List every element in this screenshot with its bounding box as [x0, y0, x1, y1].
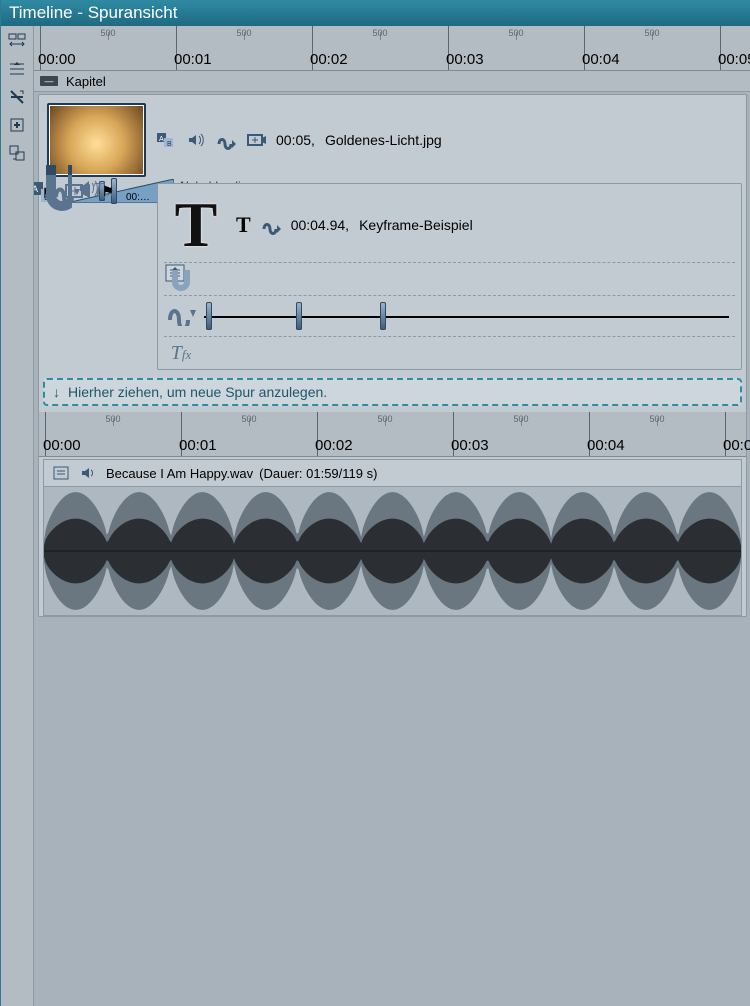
- text-fx-icon: Tfx: [164, 339, 198, 367]
- transition-icon[interactable]: AB: [156, 130, 176, 150]
- ruler-major-label: 00:03: [451, 437, 489, 454]
- dropzone-label: Hierher ziehen, um neue Spur anzulegen.: [68, 384, 327, 400]
- toggle-tracks-icon[interactable]: [6, 30, 28, 52]
- audio-filename: Because I Am Happy.wav: [106, 466, 253, 481]
- sidebar: [1, 26, 34, 1006]
- clip-filename: Goldenes-Licht.jpg: [325, 132, 442, 148]
- ruler-major-label: 00:00: [43, 437, 81, 454]
- keyframe-marker[interactable]: [380, 302, 386, 330]
- ruler-major-label: 00:01: [174, 51, 212, 68]
- keyframe-marker[interactable]: [206, 302, 212, 330]
- collapse-all-icon[interactable]: [6, 58, 28, 80]
- time-ruler-bottom[interactable]: 00:0050000:0150000:0250000:0350000:04500…: [39, 412, 746, 457]
- ruler-major-label: 00:00: [38, 51, 76, 68]
- chapter-collapse-icon[interactable]: —: [40, 76, 58, 86]
- track-image[interactable]: AB 00:05, Goldenes-Licht.jpg AB: [38, 94, 747, 617]
- chapter-bar[interactable]: — Kapitel: [34, 71, 750, 92]
- window-title: Timeline - Spuransicht: [1, 0, 750, 26]
- ruler-major-label: 00:02: [310, 51, 348, 68]
- alpha-duration: 00:…: [126, 192, 150, 203]
- group-tracks-icon[interactable]: [6, 142, 28, 164]
- clip-duration: 00:05,: [276, 132, 315, 148]
- ruler-major-label: 00:05: [723, 437, 750, 454]
- pin-icon[interactable]: ⚑: [101, 183, 114, 200]
- audio-collapse-icon[interactable]: [50, 462, 72, 484]
- down-arrow-icon: ↓: [53, 384, 60, 400]
- audio-duration: (Dauer: 01:59/119 s): [259, 466, 377, 481]
- camera-icon[interactable]: [246, 130, 266, 150]
- ruler-major-label: 00:05: [718, 51, 750, 68]
- motion-icon[interactable]: [261, 215, 281, 235]
- text-type-icon: T: [236, 212, 251, 238]
- lane-motionpath[interactable]: [164, 295, 735, 336]
- text-clip-thumbnail[interactable]: T: [166, 192, 226, 258]
- sound-icon[interactable]: [78, 462, 100, 484]
- track-collapse-icon[interactable]: AB 00:… Alphablending ⚑: [45, 179, 67, 201]
- text-clip-name: Keyframe-Beispiel: [359, 217, 473, 233]
- sound-icon[interactable]: [186, 130, 206, 150]
- magnet-icon: [164, 265, 198, 293]
- motionpath-icon: [164, 298, 198, 326]
- ruler-major-label: 00:04: [587, 437, 625, 454]
- audio-waveform[interactable]: [44, 487, 741, 615]
- new-track-dropzone[interactable]: ↓ Hierher ziehen, um neue Spur anzulegen…: [43, 378, 742, 406]
- lane-envelope[interactable]: [164, 262, 735, 295]
- ruler-major-label: 00:03: [446, 51, 484, 68]
- keyframe-marker[interactable]: [296, 302, 302, 330]
- svg-text:B: B: [167, 141, 172, 148]
- chapter-label: Kapitel: [66, 74, 106, 89]
- lane-text-fx[interactable]: Tfx: [164, 336, 735, 369]
- ruler-major-label: 00:04: [582, 51, 620, 68]
- ruler-major-label: 00:01: [179, 437, 217, 454]
- track-text[interactable]: T T 00:04.94, Keyframe-Beispiel: [157, 183, 742, 370]
- svg-text:A: A: [159, 136, 164, 143]
- track-audio-file[interactable]: Because I Am Happy.wav (Dauer: 01:59/119…: [43, 459, 742, 616]
- text-clip-duration: 00:04.94,: [291, 217, 349, 233]
- motion-icon[interactable]: [216, 130, 236, 150]
- ruler-major-label: 00:02: [315, 437, 353, 454]
- expand-all-icon[interactable]: [6, 86, 28, 108]
- add-track-icon[interactable]: [6, 114, 28, 136]
- time-ruler-top[interactable]: 00:0050000:0150000:0250000:0350000:04500…: [34, 26, 750, 71]
